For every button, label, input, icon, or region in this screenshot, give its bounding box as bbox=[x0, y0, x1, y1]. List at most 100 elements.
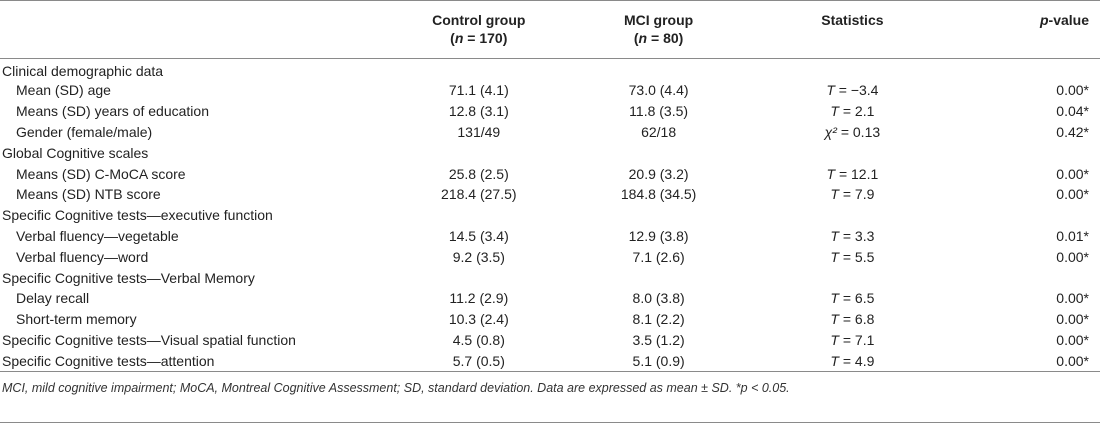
header-mci-group: MCI group (n = 80) bbox=[566, 0, 751, 58]
statistic-value: T = 6.5 bbox=[751, 288, 954, 309]
header-control-n: (n = 170) bbox=[450, 30, 508, 46]
statistic-number: = 2.1 bbox=[838, 103, 875, 120]
table-row: Short-term memory 10.3 (2.4) 8.1 (2.2) T = … bbox=[0, 309, 1100, 330]
control-value: 218.4 (27.5) bbox=[441, 186, 517, 203]
table-row: Means (SD) NTB score 218.4 (27.5) 184.8 (3… bbox=[0, 184, 1100, 205]
row-label: Means (SD) years of education bbox=[16, 103, 209, 120]
section-row: Specific Cognitive tests—Visual spatial … bbox=[0, 330, 1100, 351]
statistic-symbol: T bbox=[826, 82, 835, 99]
top-rule bbox=[0, 0, 1100, 1]
row-label: Means (SD) NTB score bbox=[16, 186, 161, 203]
empty-cell bbox=[391, 205, 566, 226]
statistic-number: = 12.1 bbox=[835, 165, 879, 182]
empty-cell bbox=[566, 58, 751, 80]
p-value: 0.01* bbox=[1056, 227, 1089, 244]
statistic-value: T = 5.5 bbox=[751, 246, 954, 267]
mci-value: 73.0 (4.4) bbox=[628, 82, 689, 99]
page-bottom-rule bbox=[0, 422, 1100, 423]
statistic-value: χ² = 0.13 bbox=[751, 122, 954, 143]
row-label: Verbal fluency—word bbox=[16, 248, 149, 265]
header-mci-n: (n = 80) bbox=[633, 30, 684, 46]
statistic-value: T = 2.1 bbox=[751, 101, 954, 122]
row-label: Means (SD) C-MoCA score bbox=[16, 165, 186, 182]
empty-cell bbox=[954, 205, 1100, 226]
mci-value: 5.1 (0.9) bbox=[632, 352, 685, 369]
p-value: 0.00* bbox=[1056, 311, 1089, 328]
header-control-title: Control group bbox=[432, 12, 526, 28]
statistic-number: = 6.8 bbox=[838, 311, 875, 328]
mci-value: 11.8 (3.5) bbox=[629, 103, 689, 120]
section-row: Specific Cognitive tests—executive funct… bbox=[0, 205, 1100, 226]
table-row: Mean (SD) age 71.1 (4.1) 73.0 (4.4) T = −3.… bbox=[0, 80, 1100, 101]
header-blank bbox=[0, 0, 391, 58]
mci-value: 62/18 bbox=[641, 123, 677, 140]
statistic-symbol: T bbox=[830, 186, 839, 203]
mci-value: 3.5 (1.2) bbox=[632, 331, 685, 348]
statistic-number: = 6.5 bbox=[838, 290, 875, 307]
statistic-value: T = 3.3 bbox=[751, 226, 954, 247]
mci-value: 7.1 (2.6) bbox=[632, 248, 685, 265]
table-body: Clinical demographic data Mean (SD) age 71… bbox=[0, 58, 1100, 371]
p-value: 0.00* bbox=[1056, 186, 1089, 203]
p-value: 0.00* bbox=[1056, 331, 1089, 348]
header-rule bbox=[0, 58, 1100, 59]
empty-cell bbox=[954, 58, 1100, 80]
control-value: 71.1 (4.1) bbox=[448, 82, 509, 99]
section-row: Clinical demographic data bbox=[0, 58, 1100, 80]
table-row: Verbal fluency—word 9.2 (3.5) 7.1 (2.6) T =… bbox=[0, 246, 1100, 267]
table-row: Gender (female/male) 131/49 62/18 χ² = 0.13… bbox=[0, 122, 1100, 143]
mci-value: 8.0 (3.8) bbox=[632, 290, 685, 307]
statistic-value: T = 12.1 bbox=[751, 163, 954, 184]
section-row: Specific Cognitive tests—attention 5.7 (0… bbox=[0, 350, 1100, 371]
empty-cell bbox=[391, 267, 566, 288]
p-value: 0.00* bbox=[1056, 290, 1089, 307]
empty-cell bbox=[391, 142, 566, 163]
table-row: Means (SD) C-MoCA score 25.8 (2.5) 20.9 (3… bbox=[0, 163, 1100, 184]
section-row: Specific Cognitive tests—Verbal Memory bbox=[0, 267, 1100, 288]
empty-cell bbox=[566, 142, 751, 163]
statistic-number: = 0.13 bbox=[836, 123, 881, 140]
statistic-value: T = 4.9 bbox=[751, 350, 954, 371]
row-label: Verbal fluency—vegetable bbox=[16, 227, 179, 244]
header-statistics: Statistics bbox=[821, 12, 884, 28]
row-label: Global Cognitive scales bbox=[2, 144, 149, 161]
header-mci-title: MCI group bbox=[623, 12, 694, 28]
p-value: 0.00* bbox=[1056, 82, 1089, 99]
header-control-group: Control group (n = 170) bbox=[391, 0, 566, 58]
mci-value: 12.9 (3.8) bbox=[628, 227, 689, 244]
control-value: 9.2 (3.5) bbox=[452, 248, 505, 265]
empty-cell bbox=[751, 58, 954, 80]
header-row: Control group (n = 170) MCI group (n = 8… bbox=[0, 0, 1100, 58]
row-label: Specific Cognitive tests—executive funct… bbox=[2, 207, 273, 224]
row-label: Specific Cognitive tests—Verbal Memory bbox=[2, 269, 255, 286]
statistic-symbol: T bbox=[830, 227, 839, 244]
row-label: Short-term memory bbox=[16, 311, 137, 328]
row-label: Specific Cognitive tests—Visual spatial … bbox=[2, 331, 296, 348]
statistic-number: = 4.9 bbox=[838, 352, 875, 369]
statistic-number: = −3.4 bbox=[834, 82, 879, 99]
p-value: 0.04* bbox=[1056, 103, 1089, 120]
empty-cell bbox=[566, 267, 751, 288]
statistic-value: T = 7.9 bbox=[751, 184, 954, 205]
statistic-number: = 7.9 bbox=[838, 186, 875, 203]
p-value: 0.42* bbox=[1056, 123, 1089, 140]
statistic-symbol: T bbox=[830, 311, 839, 328]
control-value: 10.3 (2.4) bbox=[448, 311, 509, 328]
statistic-symbol: T bbox=[830, 331, 839, 348]
statistic-value: T = 7.1 bbox=[751, 330, 954, 351]
row-label: Gender (female/male) bbox=[16, 123, 153, 140]
control-value: 12.8 (3.1) bbox=[448, 103, 509, 120]
section-row: Global Cognitive scales bbox=[0, 142, 1100, 163]
mci-value: 184.8 (34.5) bbox=[620, 186, 697, 203]
row-label: Specific Cognitive tests—attention bbox=[2, 352, 215, 369]
empty-cell bbox=[751, 142, 954, 163]
p-value: 0.00* bbox=[1056, 352, 1089, 369]
statistic-symbol: χ² bbox=[824, 123, 837, 140]
mci-value: 8.1 (2.2) bbox=[632, 311, 685, 328]
empty-cell bbox=[954, 267, 1100, 288]
control-value: 5.7 (0.5) bbox=[452, 352, 505, 369]
control-value: 131/49 bbox=[457, 123, 501, 140]
control-value: 11.2 (2.9) bbox=[449, 290, 509, 307]
statistic-value: T = −3.4 bbox=[751, 80, 954, 101]
